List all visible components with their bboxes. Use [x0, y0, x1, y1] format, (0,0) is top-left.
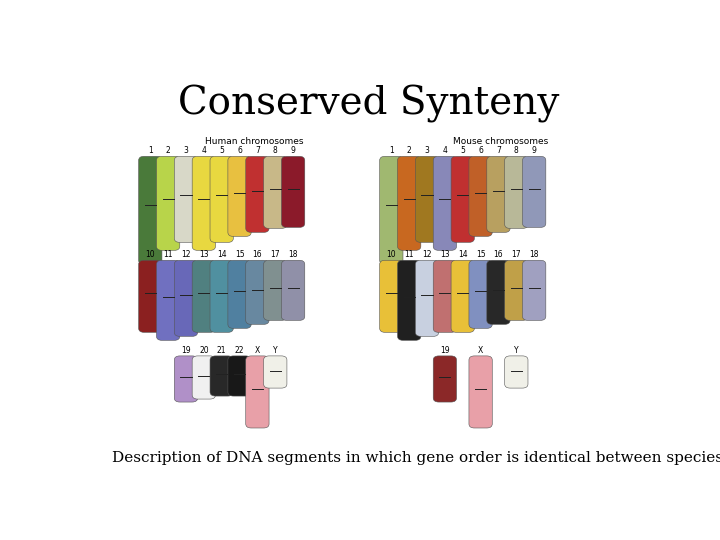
Text: 7: 7	[255, 146, 260, 156]
FancyBboxPatch shape	[192, 260, 215, 332]
FancyBboxPatch shape	[505, 156, 528, 228]
FancyBboxPatch shape	[228, 156, 251, 237]
FancyBboxPatch shape	[228, 260, 251, 328]
FancyBboxPatch shape	[210, 356, 233, 396]
Text: 17: 17	[511, 251, 521, 259]
Text: 18: 18	[529, 251, 539, 259]
Text: 19: 19	[181, 346, 191, 355]
FancyBboxPatch shape	[246, 156, 269, 232]
Text: 9: 9	[532, 146, 536, 156]
Text: 17: 17	[271, 251, 280, 259]
FancyBboxPatch shape	[264, 156, 287, 228]
Text: X: X	[255, 346, 260, 355]
FancyBboxPatch shape	[523, 260, 546, 320]
Text: 4: 4	[202, 146, 206, 156]
FancyBboxPatch shape	[174, 260, 197, 336]
Text: 12: 12	[423, 251, 432, 259]
FancyBboxPatch shape	[469, 260, 492, 328]
FancyBboxPatch shape	[487, 156, 510, 232]
Text: Y: Y	[514, 346, 518, 355]
Text: 10: 10	[387, 251, 396, 259]
FancyBboxPatch shape	[451, 156, 474, 242]
FancyBboxPatch shape	[139, 260, 162, 332]
FancyBboxPatch shape	[246, 356, 269, 428]
FancyBboxPatch shape	[210, 156, 233, 242]
Text: Human chromosomes: Human chromosomes	[205, 137, 304, 146]
FancyBboxPatch shape	[397, 260, 420, 340]
FancyBboxPatch shape	[174, 156, 197, 242]
FancyBboxPatch shape	[451, 260, 474, 332]
FancyBboxPatch shape	[433, 356, 456, 402]
FancyBboxPatch shape	[192, 356, 215, 399]
Text: 16: 16	[494, 251, 503, 259]
Text: 5: 5	[220, 146, 224, 156]
FancyBboxPatch shape	[264, 356, 287, 388]
Text: 10: 10	[145, 251, 155, 259]
FancyBboxPatch shape	[192, 156, 215, 251]
FancyBboxPatch shape	[228, 356, 251, 396]
FancyBboxPatch shape	[139, 156, 162, 265]
Text: Conserved Synteny: Conserved Synteny	[179, 85, 559, 123]
FancyBboxPatch shape	[174, 356, 197, 402]
FancyBboxPatch shape	[433, 260, 456, 332]
Text: 7: 7	[496, 146, 501, 156]
FancyBboxPatch shape	[433, 156, 456, 251]
Text: 4: 4	[443, 146, 447, 156]
FancyBboxPatch shape	[415, 260, 438, 336]
Text: 8: 8	[514, 146, 518, 156]
Text: Mouse chromosomes: Mouse chromosomes	[452, 137, 548, 146]
FancyBboxPatch shape	[415, 156, 438, 242]
Text: 13: 13	[440, 251, 450, 259]
FancyBboxPatch shape	[264, 260, 287, 320]
Text: Description of DNA segments in which gene order is identical between species.: Description of DNA segments in which gen…	[112, 451, 720, 465]
FancyBboxPatch shape	[505, 260, 528, 320]
Text: 2: 2	[166, 146, 171, 156]
Text: 5: 5	[460, 146, 465, 156]
FancyBboxPatch shape	[379, 156, 403, 265]
FancyBboxPatch shape	[156, 156, 180, 251]
FancyBboxPatch shape	[397, 156, 420, 251]
Text: X: X	[478, 346, 483, 355]
Text: 11: 11	[405, 251, 414, 259]
Text: 20: 20	[199, 346, 209, 355]
Text: 14: 14	[217, 251, 227, 259]
FancyBboxPatch shape	[246, 260, 269, 325]
FancyBboxPatch shape	[469, 356, 492, 428]
FancyBboxPatch shape	[487, 260, 510, 325]
Text: 13: 13	[199, 251, 209, 259]
Text: 6: 6	[237, 146, 242, 156]
Text: 3: 3	[425, 146, 429, 156]
FancyBboxPatch shape	[379, 260, 403, 332]
FancyBboxPatch shape	[282, 156, 305, 227]
Text: 1: 1	[148, 146, 153, 156]
FancyBboxPatch shape	[469, 156, 492, 237]
FancyBboxPatch shape	[282, 260, 305, 320]
Text: 9: 9	[291, 146, 295, 156]
Text: 16: 16	[253, 251, 262, 259]
Text: 21: 21	[217, 346, 226, 355]
Text: 2: 2	[407, 146, 412, 156]
Text: Y: Y	[273, 346, 278, 355]
FancyBboxPatch shape	[210, 260, 233, 332]
Text: 1: 1	[389, 146, 394, 156]
Text: 12: 12	[181, 251, 191, 259]
Text: 15: 15	[235, 251, 244, 259]
Text: 14: 14	[458, 251, 467, 259]
Text: 18: 18	[289, 251, 298, 259]
FancyBboxPatch shape	[523, 156, 546, 227]
Text: 22: 22	[235, 346, 244, 355]
Text: 15: 15	[476, 251, 485, 259]
Text: 6: 6	[478, 146, 483, 156]
Text: 11: 11	[163, 251, 173, 259]
Text: 3: 3	[184, 146, 189, 156]
FancyBboxPatch shape	[505, 356, 528, 388]
Text: 19: 19	[440, 346, 450, 355]
FancyBboxPatch shape	[156, 260, 180, 340]
Text: 8: 8	[273, 146, 278, 156]
